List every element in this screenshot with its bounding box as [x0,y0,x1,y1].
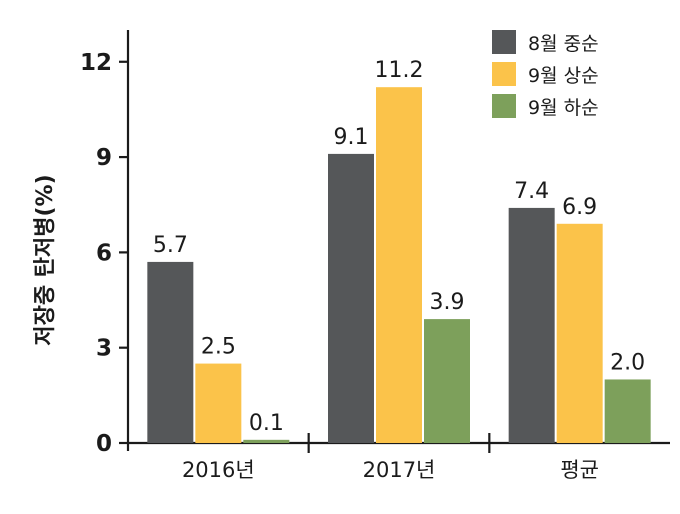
legend-label: 9월 하순 [528,97,599,119]
bar-value-label: 2.5 [201,335,236,360]
legend: 8월 중순 9월 상순 9월 하순 [492,30,599,119]
bar [376,87,422,443]
bar-value-label: 2.0 [610,350,645,375]
legend-swatch [492,30,516,54]
bar [508,207,555,443]
bar-value-label: 9.1 [334,125,369,150]
bar [147,261,194,443]
x-category-label: 2016년 [182,458,255,482]
bar-value-label: 5.7 [153,233,188,258]
bar-value-label: 0.1 [249,411,284,436]
bar-value-label: 11.2 [375,58,424,83]
bars [147,87,651,443]
y-tick-label: 9 [96,145,112,171]
bar [328,153,374,443]
bar-value-label: 3.9 [430,290,465,315]
bar-value-label: 6.9 [562,195,597,220]
bar [604,379,651,443]
x-category-label: 2017년 [363,458,436,482]
legend-label: 8월 중순 [528,33,599,55]
bar [556,223,603,443]
legend-swatch [492,62,516,86]
legend-swatch [492,94,516,118]
y-tick-label: 12 [80,50,112,76]
y-axis-title: 저장중 탄저병(%) [33,174,58,345]
bar [243,439,290,443]
bar-value-label: 7.4 [514,179,549,204]
y-tick-label: 6 [96,240,112,266]
x-category-label: 평균 [560,458,599,482]
bar [424,319,470,443]
legend-label: 9월 상순 [528,65,599,87]
data-labels: 5.7 2.5 0.1 9.1 11.2 3.9 7.4 6.9 2.0 [153,58,645,436]
y-tick-label: 0 [96,431,112,457]
y-tick-label: 3 [96,336,112,362]
bar [195,363,242,443]
